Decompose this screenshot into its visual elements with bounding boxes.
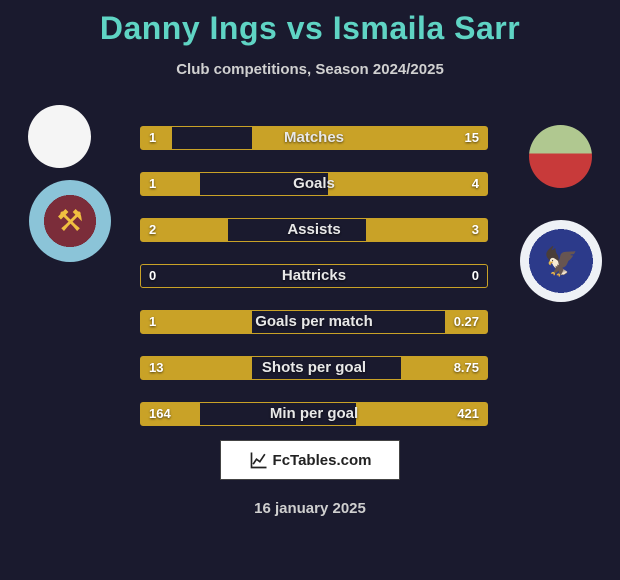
club-right-crest: [520, 220, 602, 302]
bar-row: 10.27Goals per match: [140, 310, 488, 334]
bar-row: 14Goals: [140, 172, 488, 196]
club-left-crest: [29, 180, 111, 262]
player-right-avatar: [529, 125, 592, 188]
page-title: Danny Ings vs Ismaila Sarr: [0, 0, 620, 47]
bar-row: 138.75Shots per goal: [140, 356, 488, 380]
bar-label: Matches: [141, 127, 487, 149]
bar-row: 00Hattricks: [140, 264, 488, 288]
comparison-bars: 115Matches 14Goals 23Assists 00Hattricks 10.…: [140, 126, 488, 448]
bar-label: Shots per goal: [141, 357, 487, 379]
bar-label: Assists: [141, 219, 487, 241]
date-label: 16 january 2025: [0, 500, 620, 517]
watermark-text: FcTables.com: [273, 452, 372, 469]
player-left-avatar: [28, 105, 91, 168]
chart-icon: [249, 450, 269, 470]
bar-row: 164421Min per goal: [140, 402, 488, 426]
bar-label: Goals per match: [141, 311, 487, 333]
bar-label: Min per goal: [141, 403, 487, 425]
watermark: FcTables.com: [220, 440, 400, 480]
bar-label: Goals: [141, 173, 487, 195]
bar-row: 23Assists: [140, 218, 488, 242]
bar-label: Hattricks: [141, 265, 487, 287]
bar-row: 115Matches: [140, 126, 488, 150]
subtitle: Club competitions, Season 2024/2025: [0, 61, 620, 78]
